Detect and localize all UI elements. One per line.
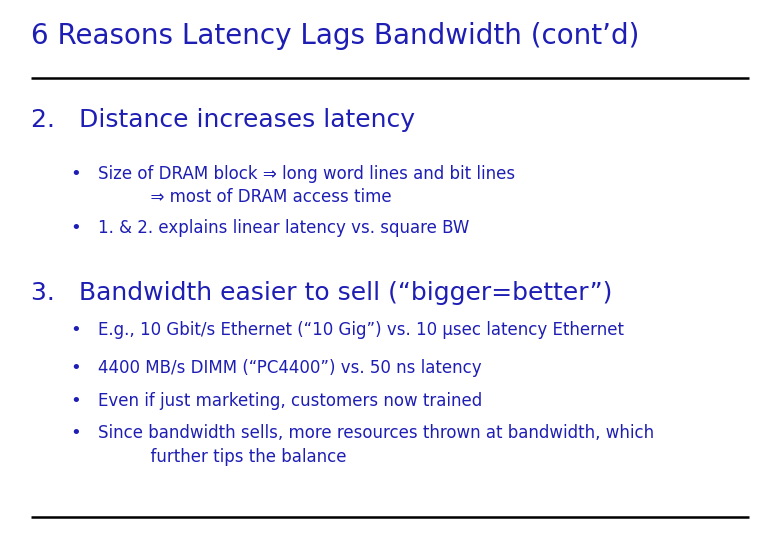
Text: E.g., 10 Gbit/s Ethernet (“10 Gig”) vs. 10 μsec latency Ethernet: E.g., 10 Gbit/s Ethernet (“10 Gig”) vs. … — [98, 321, 623, 339]
Text: 2.   Distance increases latency: 2. Distance increases latency — [31, 108, 415, 132]
Text: •: • — [70, 359, 81, 377]
Text: •: • — [70, 392, 81, 409]
Text: Since bandwidth sells, more resources thrown at bandwidth, which
          furth: Since bandwidth sells, more resources th… — [98, 424, 654, 465]
Text: Even if just marketing, customers now trained: Even if just marketing, customers now tr… — [98, 392, 482, 409]
Text: •: • — [70, 165, 81, 183]
Text: 1. & 2. explains linear latency vs. square BW: 1. & 2. explains linear latency vs. squa… — [98, 219, 469, 237]
Text: 4400 MB/s DIMM (“PC4400”) vs. 50 ns latency: 4400 MB/s DIMM (“PC4400”) vs. 50 ns late… — [98, 359, 481, 377]
Text: •: • — [70, 219, 81, 237]
Text: Size of DRAM block ⇒ long word lines and bit lines
          ⇒ most of DRAM acce: Size of DRAM block ⇒ long word lines and… — [98, 165, 515, 206]
Text: 6 Reasons Latency Lags Bandwidth (cont’d): 6 Reasons Latency Lags Bandwidth (cont’d… — [31, 22, 640, 50]
Text: •: • — [70, 424, 81, 442]
Text: •: • — [70, 321, 81, 339]
Text: 3.   Bandwidth easier to sell (“bigger=better”): 3. Bandwidth easier to sell (“bigger=bet… — [31, 281, 612, 305]
